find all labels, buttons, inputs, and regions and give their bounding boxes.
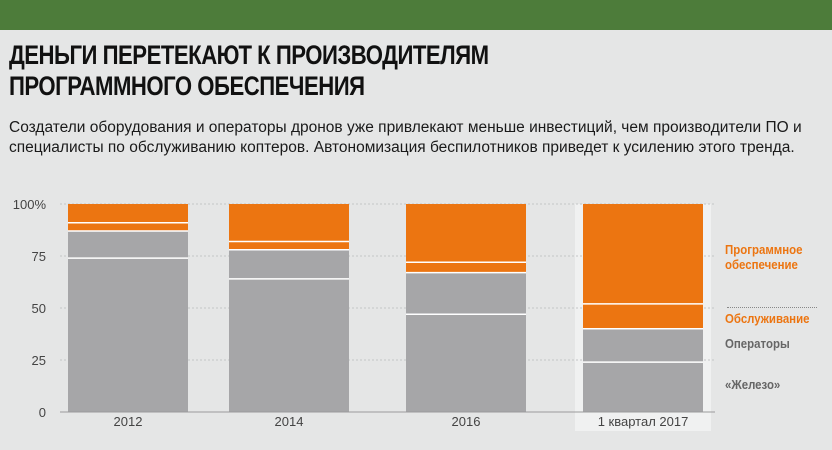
x-tick-label: 2016: [452, 414, 481, 429]
bar-segment: [229, 278, 349, 412]
bar-segment: [583, 204, 703, 304]
bar-segment: [406, 204, 526, 263]
bar-segment: [229, 241, 349, 250]
x-tick-label: 2014: [275, 414, 304, 429]
bar-segment: [583, 362, 703, 412]
bar-segment: [229, 204, 349, 242]
y-tick-label: 25: [32, 353, 46, 368]
header-bar: [0, 0, 832, 30]
y-tick-label: 75: [32, 249, 46, 264]
y-tick-label: 0: [39, 405, 46, 420]
bar-segment: [68, 204, 188, 223]
y-tick-label: 100%: [13, 197, 47, 212]
legend-divider: [727, 307, 817, 308]
bar-segment: [68, 258, 188, 412]
bar-segment: [406, 314, 526, 412]
page-title: Деньги перетекают к производителям прогр…: [9, 40, 489, 101]
legend-item-software: Программное обеспечение: [725, 242, 803, 272]
bar-segment: [229, 249, 349, 279]
x-tick-label: 2012: [114, 414, 143, 429]
bar-segment: [406, 262, 526, 273]
legend-item-service: Обслуживание: [725, 311, 810, 326]
bar-segment: [406, 272, 526, 315]
legend-item-operators: Операторы: [725, 336, 790, 351]
bar-segment: [68, 222, 188, 232]
y-tick-label: 50: [32, 301, 46, 316]
bar-segment: [583, 328, 703, 363]
legend-item-hardware: «Железо»: [725, 377, 781, 392]
page-subtitle: Создатели оборудования и операторы дроно…: [9, 119, 802, 156]
bar-segment: [583, 303, 703, 329]
x-tick-label: 1 квартал 2017: [598, 414, 689, 429]
bar-segment: [68, 231, 188, 259]
